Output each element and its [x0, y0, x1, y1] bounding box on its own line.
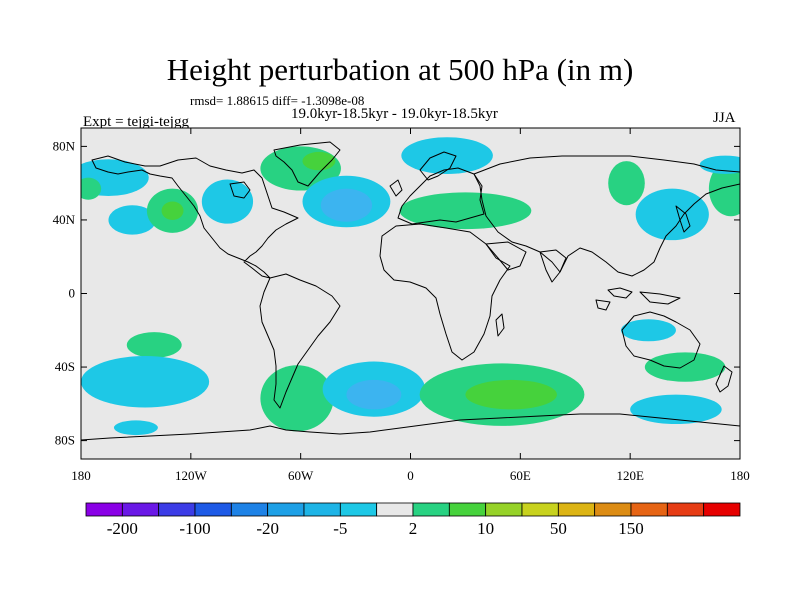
coast-greenland [273, 141, 341, 187]
anomaly-region-cyan [621, 319, 676, 342]
lat-tick-label: 40N [53, 212, 76, 227]
map-axes: 80N 40N 0 40S 80S 180 120W 60W 0 60E 120E 180 [53, 128, 750, 483]
colorbar-swatch [85, 502, 123, 517]
colorbar-swatch [630, 502, 668, 517]
colorbar-swatch [121, 502, 160, 517]
coast-indonesia [595, 287, 681, 311]
colorbar-swatch [448, 502, 487, 517]
colorbar-swatch [557, 502, 596, 517]
anomaly-region-cyan [630, 394, 722, 425]
anomaly-region-cyan [81, 356, 210, 408]
colorbar-swatch [303, 502, 341, 517]
coast-arabia [485, 241, 527, 271]
anomaly-region-green_light [126, 332, 182, 358]
anomaly-region-cyan [201, 179, 254, 224]
anomaly-region-cyan [108, 205, 157, 235]
anomaly-region-lightblue [320, 188, 373, 222]
colorbar-swatch [666, 502, 705, 517]
colorbar-swatch [194, 502, 232, 517]
coastlines [81, 141, 740, 441]
coast-madagascar [495, 313, 505, 337]
anomaly-region-cyan [401, 137, 493, 174]
colorbar-label: -200 [107, 519, 138, 538]
colorbar-label: 50 [550, 519, 567, 538]
anomaly-region-green_light [81, 177, 102, 200]
colorbar-label: 150 [618, 519, 644, 538]
lat-tick-label: 80N [53, 138, 76, 153]
coast-japan [675, 205, 691, 233]
lon-tick-label: 120W [175, 468, 208, 483]
lat-tick-label: 80S [55, 433, 75, 448]
colorbar: -200 -100 -20 -5 2 10 50 150 [85, 502, 741, 538]
anomaly-region-green_light [608, 161, 645, 206]
lon-tick-label: 60W [288, 468, 314, 483]
colorbar-swatch [376, 502, 414, 517]
colorbar-label: -100 [179, 519, 210, 538]
coast-asia [473, 155, 740, 277]
lon-tick-label: 120E [616, 468, 644, 483]
colorbar-label: 10 [477, 519, 494, 538]
anomaly-region-green_light [644, 352, 726, 382]
anomaly-region-green [302, 151, 336, 171]
coast-north-america [91, 155, 299, 279]
coast-africa [379, 223, 511, 361]
colorbar-swatch [158, 502, 196, 517]
anomaly-region-cyan [113, 420, 158, 436]
season-label: JJA [713, 110, 736, 126]
lon-tick-label: 180 [71, 468, 91, 483]
colorbar-label: -20 [256, 519, 279, 538]
coast-scandinavia [419, 151, 457, 181]
anomaly-region-green [465, 379, 557, 410]
lon-tick-label: 180 [730, 468, 750, 483]
colorbar-swatch [267, 502, 305, 517]
anomaly-region-lightblue [346, 379, 402, 410]
coast-india [539, 249, 567, 283]
anomaly-region-green_light [260, 365, 334, 432]
anomaly-region-green_light [399, 192, 532, 230]
colorbar-swatch [594, 502, 632, 517]
time-span-label: 19.0kyr-18.5kyr - 19.0kyr-18.5kyr [291, 106, 498, 122]
colorbar-label: 2 [409, 519, 418, 538]
colorbar-label: -5 [333, 519, 347, 538]
anomaly-region-cyan [699, 155, 740, 174]
experiment-label: Expt = tejgi-tejgg [83, 114, 189, 130]
coast-britain [389, 179, 403, 197]
lon-tick-label: 0 [407, 468, 414, 483]
colorbar-swatch [703, 502, 741, 517]
anomaly-region-green_light [708, 161, 740, 217]
coast-south-america [259, 273, 341, 409]
lon-tick-label: 60E [510, 468, 531, 483]
anomaly-region-green [161, 201, 184, 220]
coast-australia [621, 311, 701, 369]
statistics-label: rmsd= 1.88615 diff= -1.3098e-08 [190, 93, 365, 108]
figure-title: Height perturbation at 500 hPa (in m) [166, 52, 634, 87]
colorbar-swatch [485, 502, 523, 517]
coast-europe [397, 167, 485, 225]
anomaly-region-cyan [635, 188, 709, 241]
colorbar-swatch [412, 502, 450, 517]
lat-tick-label: 0 [69, 286, 76, 301]
colorbar-swatch [521, 502, 559, 517]
coast-hudson-bay [229, 181, 251, 199]
lat-tick-label: 40S [55, 359, 75, 374]
coast-antarctica [81, 413, 740, 441]
colorbar-swatch [230, 502, 269, 517]
colorbar-swatch [339, 502, 378, 517]
coast-new-zealand [715, 365, 733, 393]
